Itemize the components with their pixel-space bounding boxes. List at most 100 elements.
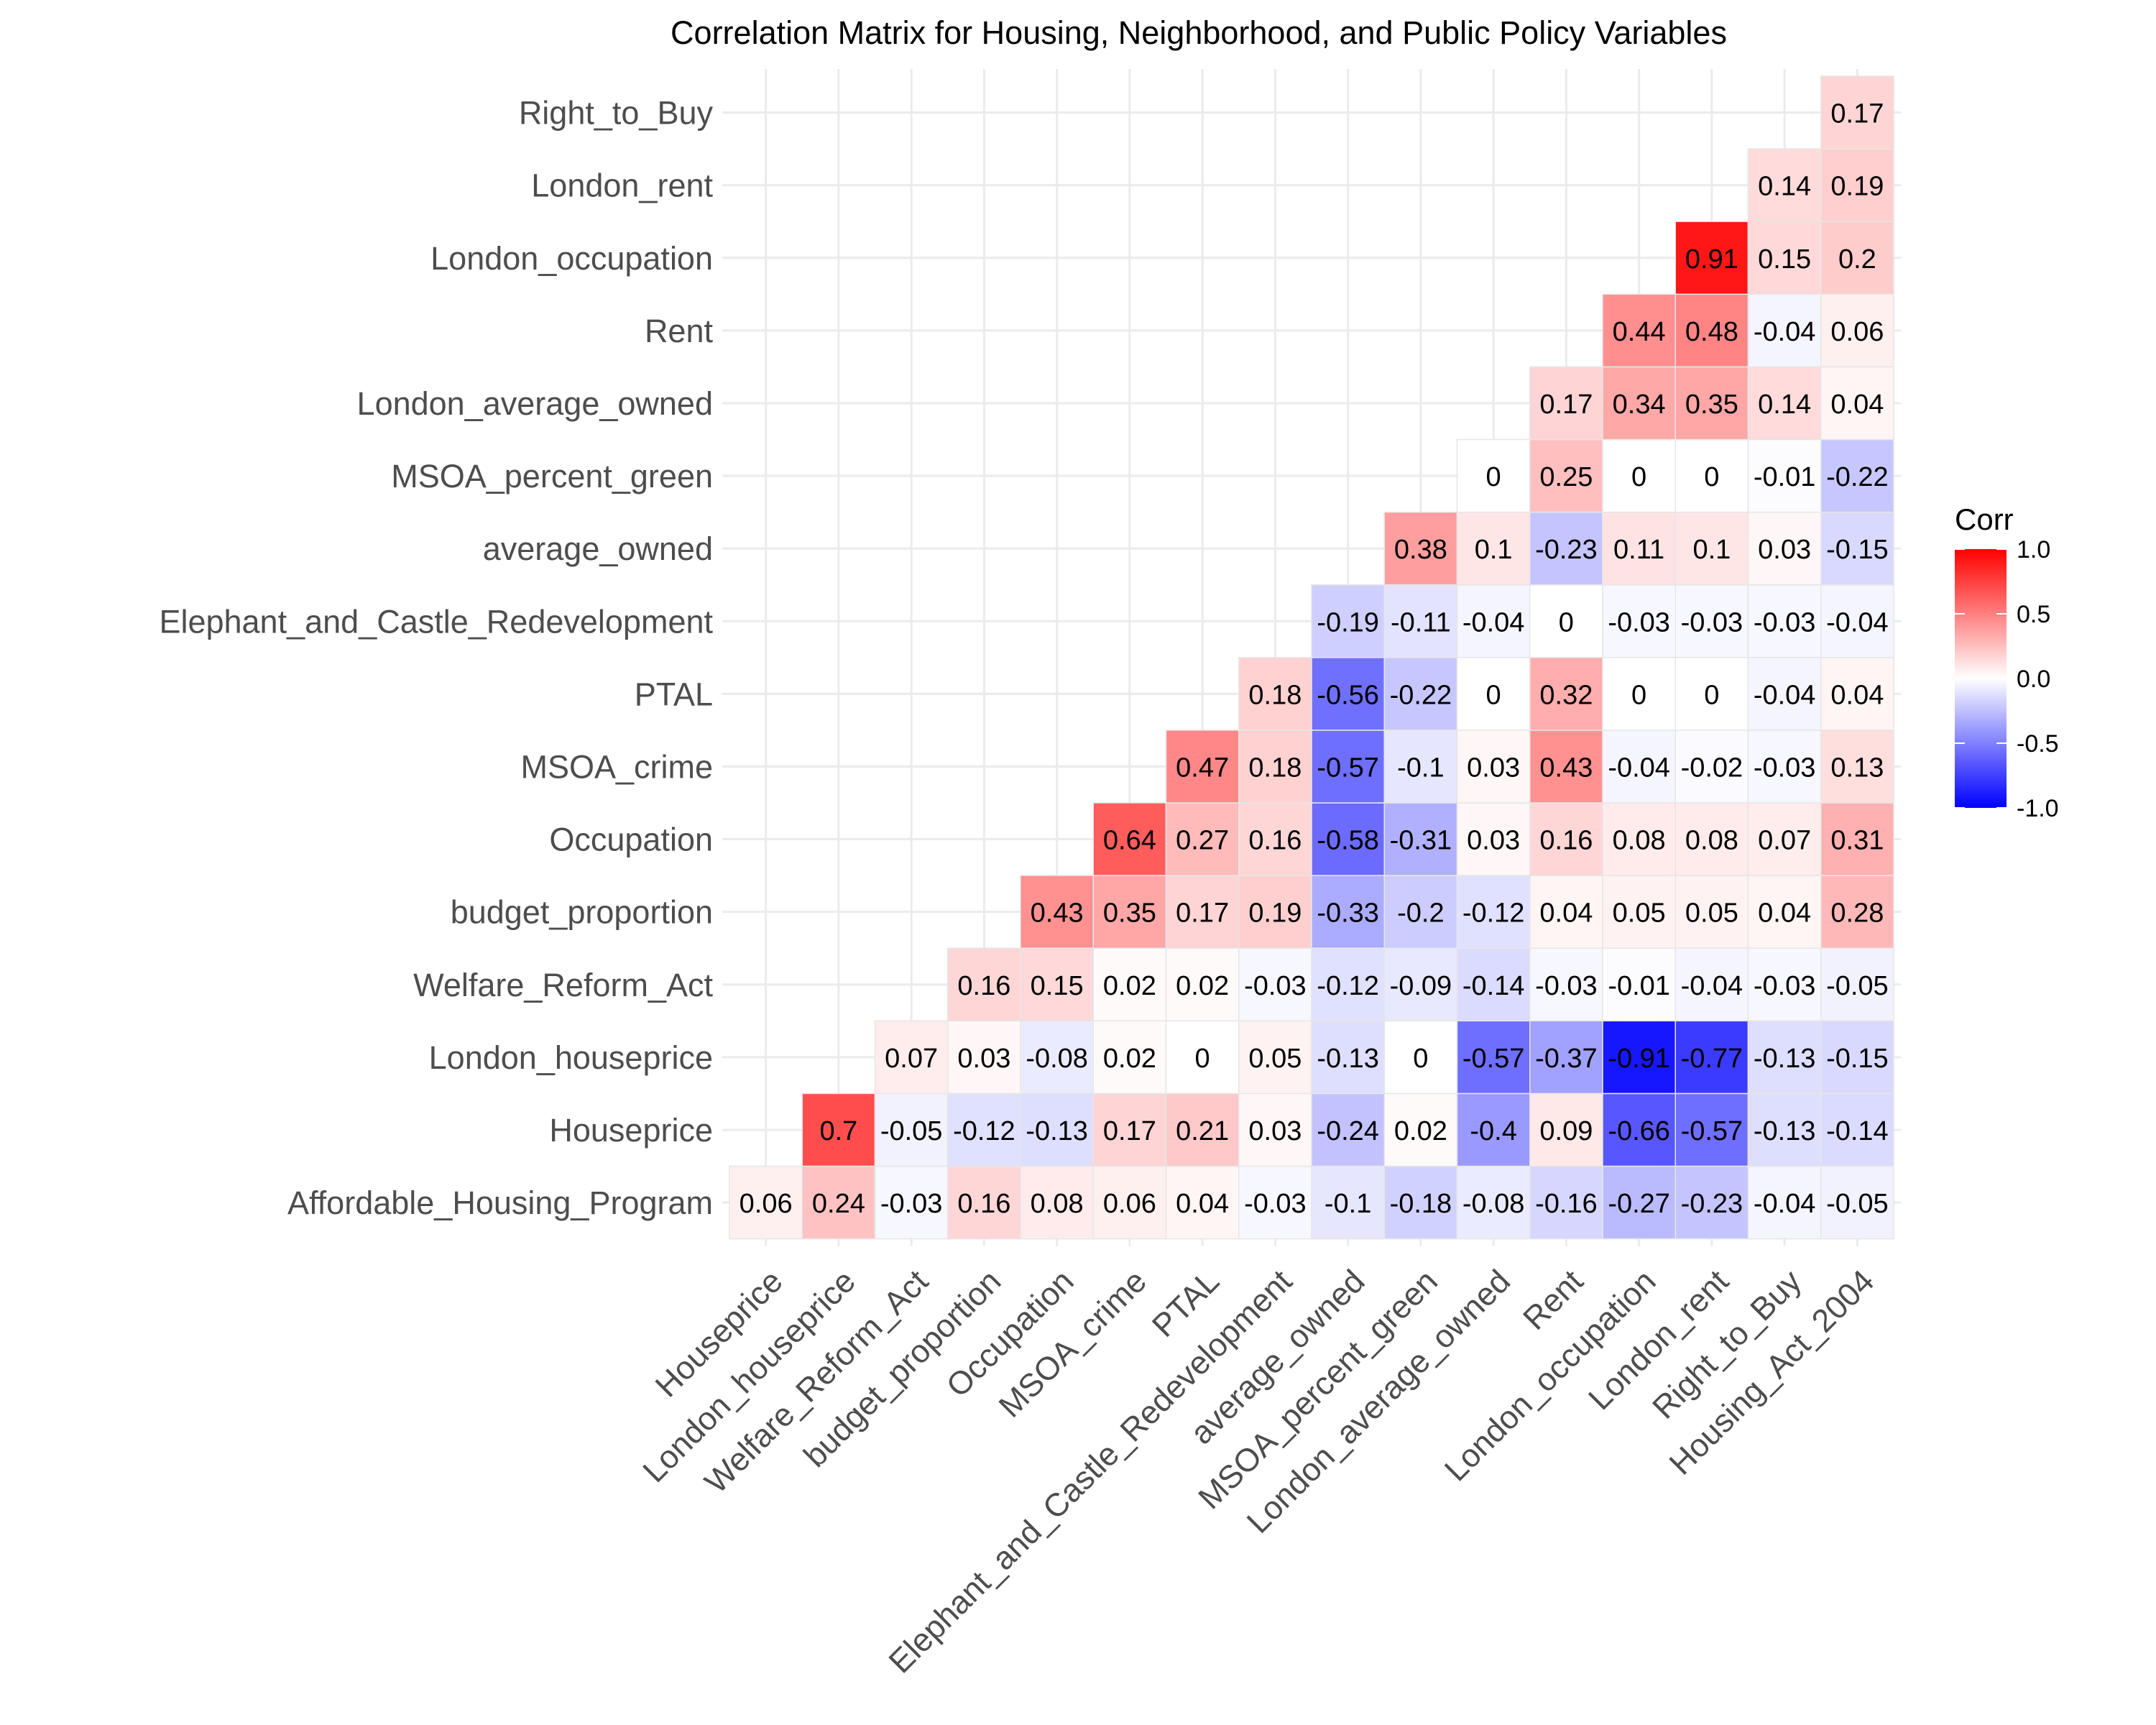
heatmap-cell <box>1747 148 1822 222</box>
heatmap-cell <box>1020 947 1094 1022</box>
y-axis-tick-label: MSOA_crime <box>520 748 713 785</box>
cell-value-label: -0.12 <box>1462 898 1525 929</box>
heatmap-cell <box>1165 875 1240 949</box>
cell-value-label: 0.14 <box>1758 390 1811 420</box>
cell-value-label: -0.31 <box>1390 826 1452 856</box>
cell-value-label: 0.03 <box>1467 826 1520 856</box>
cell-value-label: -0.03 <box>1244 1189 1307 1219</box>
cell-value-label: -0.03 <box>1535 971 1598 1001</box>
heatmap-cell <box>1238 802 1312 876</box>
heatmap-cell <box>1383 1092 1458 1167</box>
chart-title: Correlation Matrix for Housing, Neighbor… <box>671 14 1727 51</box>
y-axis-tick-label: Rent <box>645 313 714 349</box>
cell-value-label: 0.16 <box>957 971 1010 1001</box>
y-axis-tick-label: Elephant_and_Castle_Redevelopment <box>159 603 713 640</box>
cell-value-label: 0.47 <box>1176 753 1229 783</box>
heatmap-cell <box>1311 657 1385 731</box>
cell-value-label: -0.1 <box>1325 1189 1371 1219</box>
heatmap-cell <box>1311 1092 1385 1167</box>
cell-value-label: 0 <box>1631 462 1646 492</box>
heatmap-cell <box>729 1165 803 1240</box>
cell-value-label: 0.1 <box>1475 535 1513 565</box>
heatmap-cell <box>1674 511 1749 586</box>
cell-value-label: 0.03 <box>957 1044 1010 1074</box>
cell-value-label: 0.04 <box>1539 898 1593 929</box>
y-axis-tick-label: MSOA_percent_green <box>391 458 713 494</box>
cell-value-label: -0.23 <box>1535 535 1598 565</box>
cell-value-label: 0.18 <box>1248 753 1302 783</box>
cell-value-label: 0.07 <box>885 1044 938 1074</box>
heatmap-cell <box>1238 1092 1312 1167</box>
cell-value-label: 0.35 <box>1103 898 1156 929</box>
cell-value-label: 0.7 <box>819 1116 857 1146</box>
cell-value-label: -0.03 <box>880 1189 943 1219</box>
cell-value-label: -0.57 <box>1317 753 1379 783</box>
cell-value-label: 0.44 <box>1613 317 1666 347</box>
heatmap-cell <box>1674 1092 1749 1167</box>
cell-value-label: 0.48 <box>1685 317 1738 347</box>
heatmap-cell <box>1747 1020 1822 1095</box>
heatmap-cell <box>1383 875 1458 949</box>
cell-value-label: -0.27 <box>1608 1189 1670 1219</box>
cell-value-label: -0.24 <box>1317 1116 1379 1146</box>
heatmap-cell <box>1674 221 1749 295</box>
heatmap-cell <box>1383 730 1458 804</box>
heatmap-cell <box>1747 293 1822 368</box>
cell-value-label: 0 <box>1559 607 1574 638</box>
cell-value-label: 0.04 <box>1830 680 1884 710</box>
heatmap-cell <box>801 1165 876 1240</box>
cell-value-label: -0.03 <box>1608 607 1670 638</box>
cell-value-label: 0.19 <box>1248 898 1302 929</box>
legend-tick-label: -0.5 <box>2017 730 2059 758</box>
cell-value-label: 0.18 <box>1248 680 1302 710</box>
cell-value-label: -0.22 <box>1390 680 1452 710</box>
heatmap-cell <box>1602 875 1676 949</box>
legend-tick-label: 1.0 <box>2017 536 2050 564</box>
x-axis-labels: HousepriceLondon_housepriceWelfare_Refor… <box>635 1262 1881 1680</box>
heatmap-cell <box>1674 293 1749 368</box>
cell-value-label: 0 <box>1413 1044 1428 1074</box>
cell-value-label: 0.17 <box>1830 99 1884 129</box>
y-axis-tick-label: London_occupation <box>430 240 713 277</box>
cell-value-label: 0.13 <box>1830 753 1884 783</box>
cell-value-label: 0.17 <box>1103 1116 1156 1146</box>
cell-value-label: 0.14 <box>1758 172 1811 202</box>
cell-value-label: 0 <box>1631 680 1646 710</box>
heatmap-cell <box>1529 875 1603 949</box>
cell-value-label: -0.03 <box>1244 971 1307 1001</box>
cell-value-label: 0.34 <box>1613 390 1666 420</box>
cell-value-label: 0.25 <box>1539 462 1593 492</box>
cell-value-label: 0.08 <box>1685 826 1738 856</box>
cell-value-label: -0.04 <box>1754 1189 1816 1219</box>
heatmap-cell <box>1092 1165 1167 1240</box>
heatmap-cell <box>1092 947 1167 1022</box>
cell-value-label: 0.24 <box>812 1189 865 1219</box>
cell-value-label: 0.15 <box>1031 971 1084 1001</box>
heatmap-cell <box>1092 875 1167 949</box>
heatmap-cell <box>1311 947 1385 1022</box>
cell-value-label: -0.58 <box>1317 826 1379 856</box>
heatmap-cell <box>1602 511 1676 586</box>
cell-value-label: 0.02 <box>1103 1044 1156 1074</box>
heatmap-cell <box>1529 1020 1603 1095</box>
cell-value-label: -0.18 <box>1390 1189 1452 1219</box>
cell-value-label: 0.38 <box>1394 535 1447 565</box>
heatmap-cell <box>1747 1165 1822 1240</box>
heatmap-cell <box>1020 875 1094 949</box>
y-axis-tick-label: Right_to_Buy <box>519 95 714 132</box>
heatmap-cell <box>874 1165 949 1240</box>
heatmap-tiles: 0.06 0.24 -0.03 0.16 0.08 0.06 0.04 -0.03 -0.1 -0… <box>729 75 1894 1240</box>
heatmap-cell <box>1602 730 1676 804</box>
heatmap-cell <box>1020 1165 1094 1240</box>
heatmap-cell <box>1020 1020 1094 1095</box>
heatmap-cell <box>947 1165 1021 1240</box>
cell-value-label: 0.02 <box>1394 1116 1447 1146</box>
heatmap-cell <box>1602 1092 1676 1167</box>
heatmap-cell <box>947 947 1021 1022</box>
heatmap-cell <box>1820 511 1894 586</box>
legend-tick-label: -1.0 <box>2017 795 2059 822</box>
heatmap-cell <box>1820 802 1894 876</box>
cell-value-label: 0.06 <box>1103 1189 1156 1219</box>
heatmap-cell <box>1383 657 1458 731</box>
